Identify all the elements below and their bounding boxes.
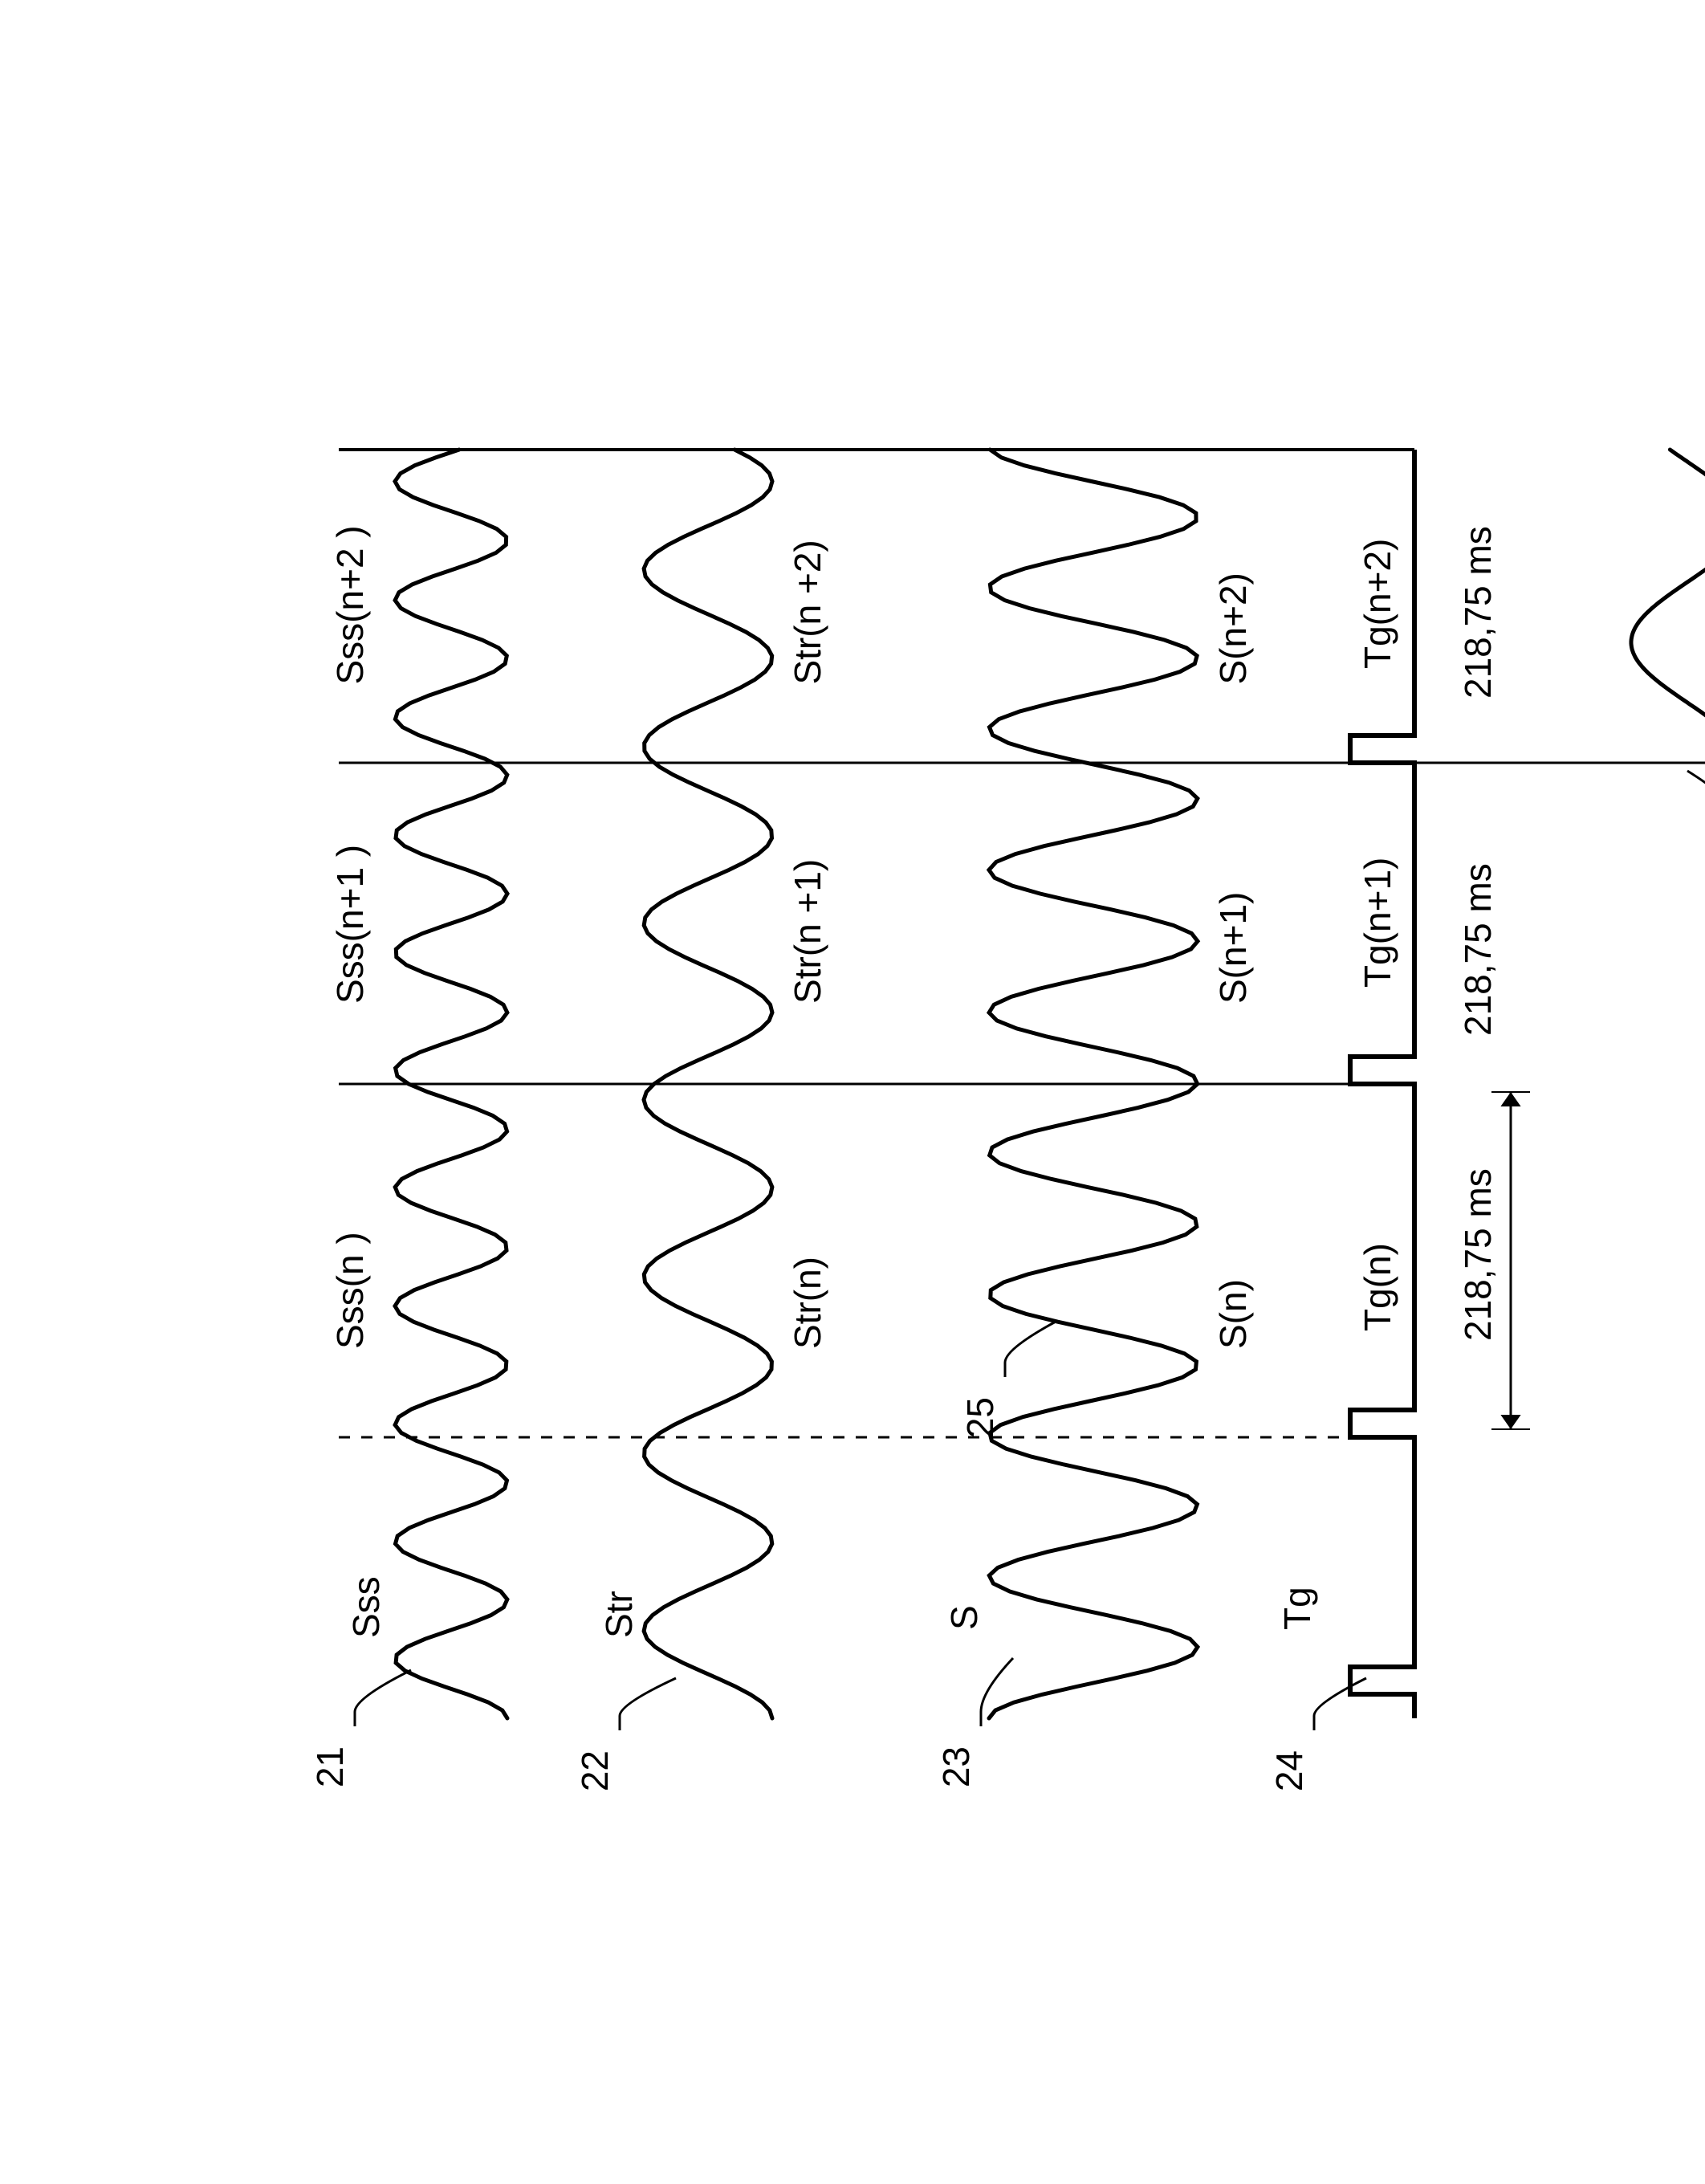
drawing-area: Sss 21 Sss(n ) Sss(n+1 ) Sss(n+2 ) Str 22 Str(n… — [309, 450, 1705, 1791]
left-label-S: S — [943, 1605, 985, 1630]
seg-label-Str-1: Str(n +1) — [787, 859, 828, 1004]
left-label-Sss: Sss — [345, 1576, 387, 1638]
callout-25 — [1005, 1321, 1057, 1377]
period-label-2: 218,75 ms — [1457, 863, 1499, 1036]
seg-label-S-1: S(n+1) — [1212, 892, 1254, 1004]
seg-label-Tg-0: Tg(n) — [1357, 1243, 1398, 1331]
seg-label-S-2: S(n+2) — [1212, 572, 1254, 684]
period-label-3: 218,75 ms — [1457, 526, 1499, 699]
callout-Sss — [355, 1670, 411, 1726]
dimension-label: 218,75 ms — [1457, 1168, 1499, 1341]
ref-num-S: 23 — [935, 1746, 977, 1787]
seg-label-Str-2: Str(n +2) — [787, 540, 828, 684]
seg-label-Str-0: Str(n) — [787, 1257, 828, 1349]
ref-num-24: 24 — [1268, 1750, 1310, 1791]
seg-label-Tg-2: Tg(n+2) — [1357, 539, 1398, 669]
arrowhead-left — [1500, 1415, 1520, 1429]
seg-label-Sss-2: Sss(n+2 ) — [329, 525, 371, 684]
arrowhead-right — [1500, 1092, 1520, 1106]
ref-num-25: 25 — [959, 1397, 1001, 1438]
callout-S — [981, 1658, 1013, 1726]
waveform-F2Sss — [1631, 450, 1705, 763]
callout-24 — [1314, 1678, 1366, 1730]
ref-num-Sss: 21 — [309, 1746, 351, 1787]
seg-label-Sss-1: Sss(n+1 ) — [329, 845, 371, 1004]
seg-label-Sss-0: Sss(n ) — [329, 1232, 371, 1349]
ref-num-Str: 22 — [574, 1750, 616, 1791]
left-label-Str: Str — [598, 1591, 640, 1638]
seg-label-Tg-1: Tg(n+1) — [1357, 858, 1398, 988]
figure-root: Sss 21 Sss(n ) Sss(n+1 ) Sss(n+2 ) Str 22 Str(n… — [309, 450, 1705, 1791]
seg-label-S-0: S(n) — [1212, 1279, 1254, 1349]
callout-Str — [620, 1678, 676, 1730]
callout-26 — [1687, 771, 1705, 831]
left-label-Tg: Tg — [1276, 1587, 1318, 1630]
